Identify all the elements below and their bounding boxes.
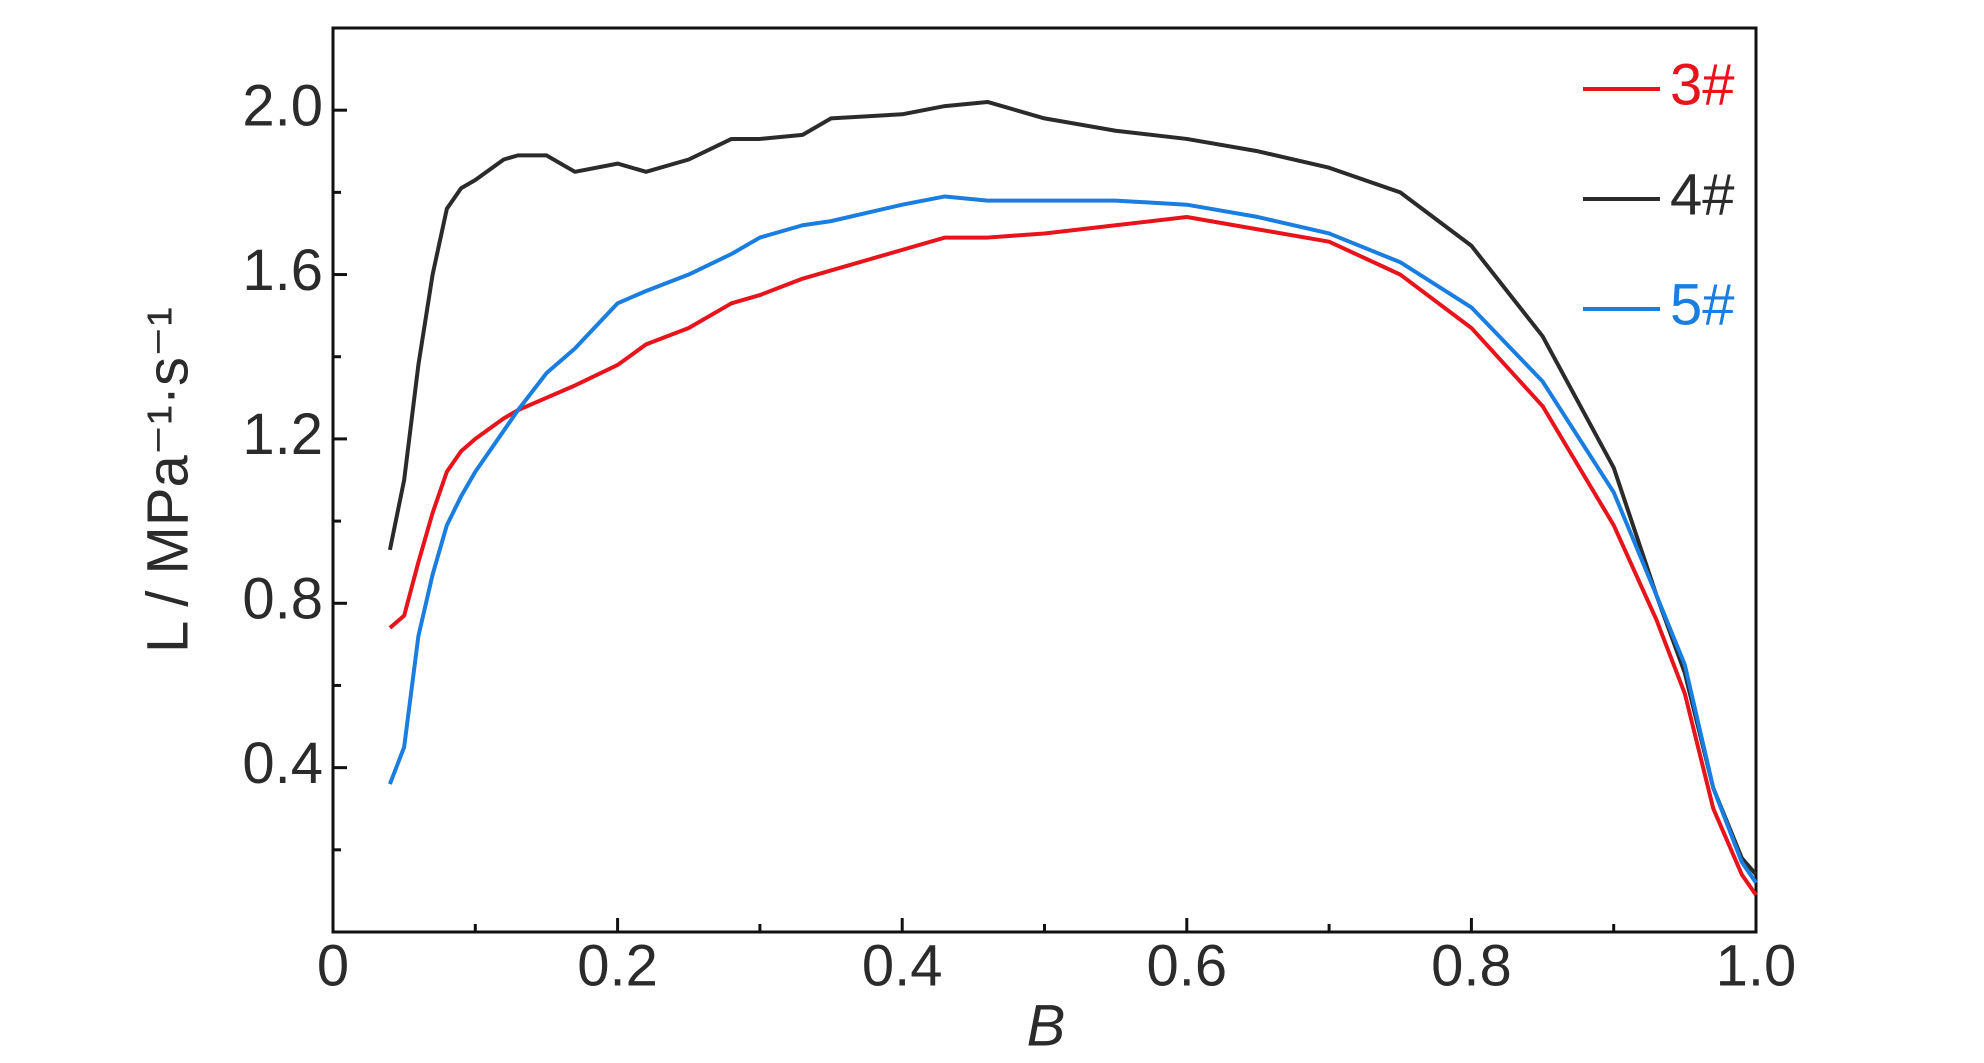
y-tick-label: 2.0 (242, 74, 323, 139)
y-axis-label: L / MPa⁻¹·s⁻¹ (135, 307, 200, 653)
x-tick-label: 0.2 (577, 933, 658, 998)
x-tick-label: 0.8 (1431, 933, 1512, 998)
legend-label: 4# (1670, 162, 1735, 227)
y-tick-label: 1.6 (242, 238, 323, 303)
x-tick-label: 0.4 (862, 933, 943, 998)
legend-label: 3# (1670, 52, 1735, 117)
x-tick-label: 0 (317, 933, 349, 998)
data-line (388, 215, 1758, 897)
x-axis-label: B (1027, 993, 1066, 1058)
legend-label: 5# (1670, 272, 1735, 337)
data-line (388, 194, 1758, 884)
y-tick-label: 0.8 (242, 567, 323, 632)
y-tick-label: 0.4 (242, 731, 323, 796)
data-line (387, 99, 1758, 876)
x-tick-label: 0.6 (1146, 933, 1227, 998)
y-tick-label: 1.2 (242, 402, 323, 467)
x-tick-label: 1.0 (1716, 933, 1797, 998)
plot-frame (331, 26, 1758, 934)
